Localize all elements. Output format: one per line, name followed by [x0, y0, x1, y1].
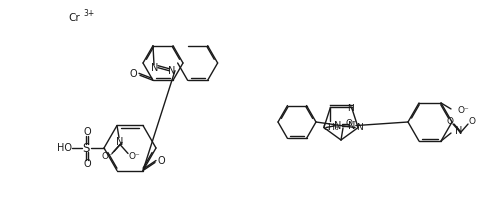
Text: O: O: [447, 117, 453, 126]
Text: N: N: [455, 126, 462, 136]
Text: O⁻: O⁻: [458, 106, 470, 115]
Text: S: S: [82, 141, 90, 155]
Text: O: O: [83, 159, 91, 169]
Text: N: N: [334, 121, 342, 131]
Text: N: N: [347, 104, 354, 113]
Text: CH₃: CH₃: [322, 123, 339, 132]
Text: N: N: [356, 123, 363, 132]
Text: O: O: [468, 117, 475, 126]
Text: O: O: [157, 155, 165, 166]
Text: O⁻: O⁻: [101, 152, 113, 161]
Text: HO: HO: [57, 143, 72, 153]
Text: O⁻: O⁻: [128, 152, 140, 161]
Text: N: N: [348, 121, 356, 131]
Text: Cr: Cr: [68, 13, 80, 23]
Text: N: N: [116, 137, 123, 147]
Text: N: N: [168, 66, 176, 76]
Text: O⁻: O⁻: [346, 118, 358, 127]
Text: O: O: [129, 69, 137, 79]
Text: N: N: [151, 63, 159, 73]
Text: O: O: [83, 127, 91, 137]
Text: 3+: 3+: [83, 9, 94, 17]
